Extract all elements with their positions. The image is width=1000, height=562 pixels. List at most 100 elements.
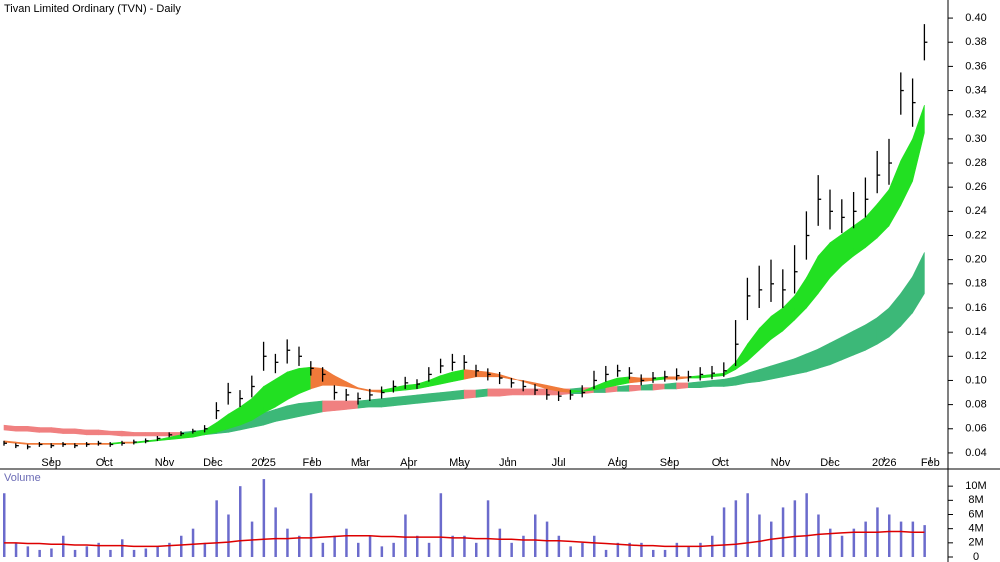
band-segment: [688, 381, 701, 388]
volume-bar: [132, 549, 136, 557]
volume-bar: [203, 542, 207, 557]
volume-bar: [923, 525, 926, 557]
band-segment: [747, 369, 760, 384]
y-tick-label: 4M: [968, 523, 983, 535]
y-tick-label: 0.14: [965, 326, 986, 338]
volume-bar: [663, 549, 667, 557]
y-tick-label: 0.12: [965, 350, 986, 362]
band-segment: [629, 384, 642, 392]
band-segment: [723, 361, 736, 377]
x-tick-label: Apr: [400, 457, 417, 469]
volume-bar: [109, 549, 112, 557]
y-tick-label: 10M: [965, 480, 986, 492]
band-segment: [794, 353, 807, 375]
band-segment: [747, 327, 760, 362]
band-segment: [404, 383, 418, 391]
volume-bar: [85, 546, 89, 557]
band-segment: [227, 406, 241, 430]
band-segment: [617, 384, 630, 392]
volume-bar: [781, 507, 785, 557]
volume-bar: [593, 535, 596, 557]
band-segment: [463, 369, 477, 380]
y-tick-label: 0.34: [965, 84, 986, 96]
volume-bar: [239, 486, 242, 557]
band-segment: [357, 399, 371, 409]
band-segment: [440, 390, 453, 402]
volume-bar: [687, 546, 690, 557]
band-segment: [310, 366, 323, 390]
band-segment: [522, 388, 536, 396]
band-segment: [381, 397, 394, 408]
volume-bar: [569, 546, 572, 557]
x-tick-label: Nov: [771, 457, 791, 469]
volume-bar: [699, 542, 702, 557]
band-segment: [676, 376, 689, 380]
band-segment: [369, 389, 382, 393]
band-segment: [62, 428, 76, 434]
x-tick-label: Oct: [712, 457, 729, 469]
band-segment: [345, 381, 359, 390]
band-segment: [865, 317, 878, 351]
band-segment: [640, 383, 654, 391]
y-tick-label: 8M: [968, 494, 983, 506]
x-tick-label: Oct: [96, 457, 113, 469]
chart-title: Tivan Limited Ordinary (TVN) - Daily: [4, 3, 181, 15]
band-segment: [723, 376, 736, 387]
volume-bar: [888, 514, 891, 557]
volume-bar: [463, 535, 466, 557]
y-tick-label: 0.18: [965, 278, 986, 290]
band-segment: [463, 389, 477, 399]
volume-bar: [298, 535, 301, 557]
band-segment: [50, 427, 64, 434]
band-segment: [853, 324, 866, 356]
y-tick-label: 0.32: [965, 109, 986, 121]
volume-bar: [333, 535, 336, 557]
volume-bar: [734, 500, 738, 557]
band-segment: [121, 430, 135, 437]
x-tick-label: Feb: [921, 457, 940, 469]
band-segment: [263, 378, 276, 414]
band-segment: [841, 225, 854, 267]
band-segment: [888, 292, 902, 338]
volume-bar: [829, 528, 832, 557]
volume-bar: [14, 542, 18, 557]
volume-bar: [864, 521, 867, 557]
volume-title: Volume: [4, 472, 41, 484]
y-tick-label: 0: [973, 551, 979, 562]
volume-bar: [805, 493, 808, 557]
volume-bar: [746, 493, 749, 557]
volume-bar: [392, 542, 395, 557]
volume-average: [4, 530, 925, 548]
volume-bar: [758, 514, 761, 557]
y-tick-label: 0.10: [965, 374, 986, 386]
volume-bar: [357, 542, 360, 557]
volume-bar: [286, 528, 289, 557]
band-segment: [888, 160, 902, 227]
volume-bar: [793, 500, 797, 557]
band-segment: [900, 138, 913, 206]
volume-bar: [581, 542, 584, 557]
volume-bar: [439, 493, 443, 557]
band-segment: [912, 252, 925, 314]
band-segment: [27, 442, 40, 445]
x-tick-label: Feb: [302, 457, 321, 469]
volume-bar: [522, 535, 525, 557]
band-segment: [829, 336, 843, 366]
band-segment: [829, 233, 843, 279]
band-segment: [357, 387, 371, 392]
band-segment: [865, 203, 878, 249]
volume-bar: [817, 514, 820, 557]
band-segment: [275, 371, 288, 408]
volume-bar: [121, 539, 124, 557]
volume-bar: [73, 549, 77, 557]
volume-bar: [191, 528, 195, 557]
band-segment: [3, 424, 17, 432]
band-segment: [534, 382, 548, 390]
volume-bar: [498, 528, 502, 557]
band-segment: [664, 382, 677, 390]
band-segment: [876, 188, 890, 239]
band-segment: [404, 394, 418, 405]
band-segment: [511, 388, 524, 396]
band-segment: [428, 375, 441, 387]
volume-bar: [321, 542, 325, 557]
